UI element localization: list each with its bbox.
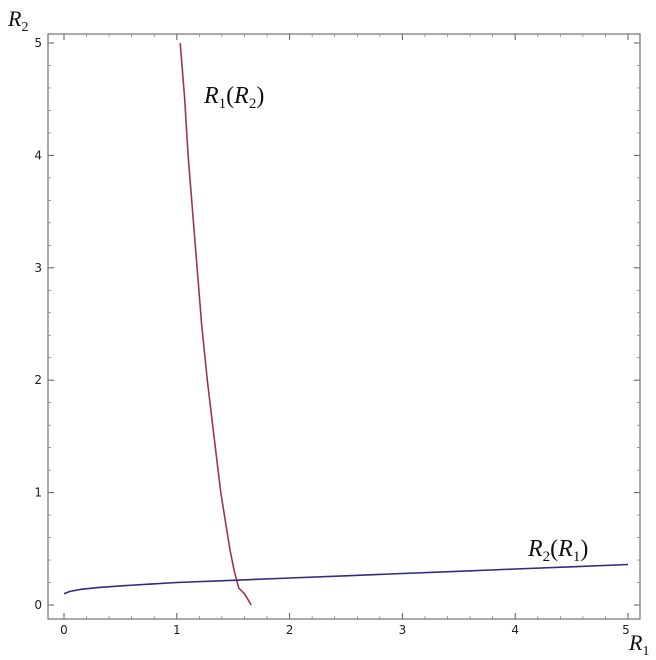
y-tick-label: 0 (34, 598, 42, 612)
series-group (63, 42, 629, 606)
y-axis-label: R2 (7, 6, 28, 35)
y-tick-label: 1 (34, 486, 42, 500)
y-tick-label: 5 (34, 36, 42, 50)
series-line-r2-of-r1 (63, 563, 629, 595)
curve-label-r2-of-r1: R2(R1) (527, 536, 588, 565)
y-tick-label: 2 (34, 373, 42, 387)
plot-frame (47, 33, 641, 620)
x-tick-label: 4 (511, 623, 519, 637)
x-tick-label: 5 (622, 623, 630, 637)
x-tick-label: 0 (60, 623, 68, 637)
x-axis-label: R1 (628, 630, 649, 659)
y-tick-label: 3 (34, 261, 42, 275)
tick-group: 0 1 2 3 4 5 0 1 2 3 4 5 (34, 34, 640, 637)
x-tick-label: 3 (399, 623, 407, 637)
curve-label-r1-of-r2: R1(R2) (203, 83, 264, 112)
x-tick-label: 1 (173, 623, 181, 637)
series-line-r1-of-r2 (179, 42, 252, 606)
x-tick-label: 2 (286, 623, 294, 637)
y-tick-label: 4 (34, 148, 42, 162)
